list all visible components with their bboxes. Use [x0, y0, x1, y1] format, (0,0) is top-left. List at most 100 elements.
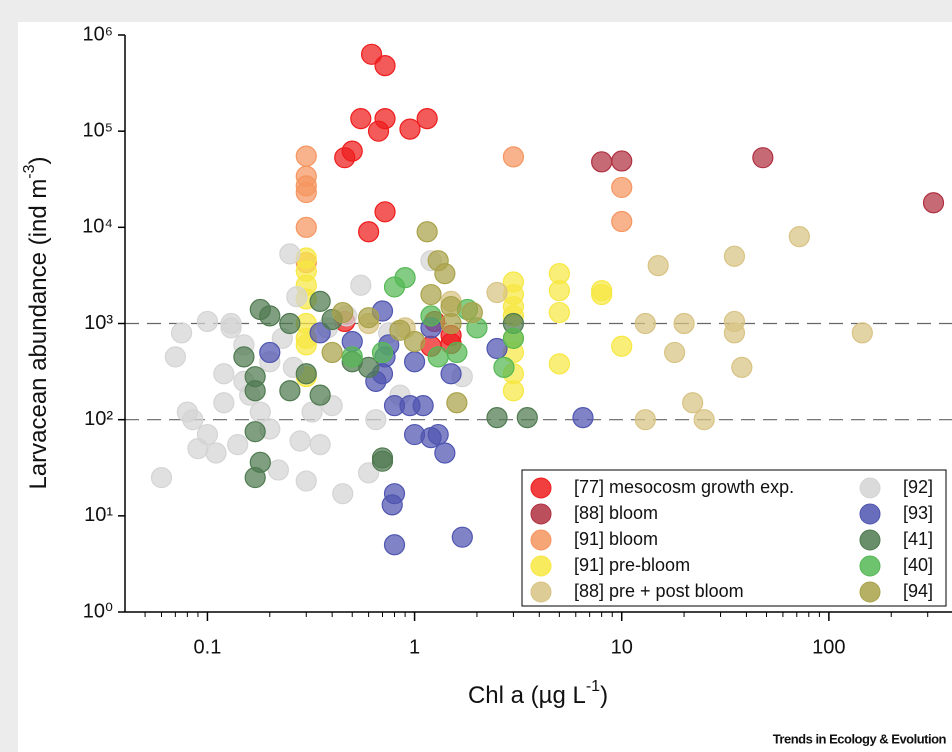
point	[723, 322, 746, 344]
point	[634, 409, 656, 431]
point	[371, 341, 394, 364]
legend-label: [92]	[903, 477, 933, 497]
point	[196, 310, 219, 333]
point	[227, 434, 249, 456]
point	[416, 221, 438, 243]
point	[295, 216, 317, 238]
point	[358, 462, 380, 484]
point	[295, 181, 317, 204]
point	[367, 120, 390, 142]
point	[259, 305, 281, 327]
point	[693, 409, 715, 431]
plot-area	[125, 43, 952, 556]
point	[321, 341, 343, 364]
point	[486, 407, 508, 429]
legend-label: [91] pre-bloom	[574, 555, 690, 575]
point	[502, 380, 525, 402]
point	[289, 430, 311, 452]
y-tick-label: 10³	[84, 312, 113, 334]
point	[279, 312, 301, 335]
point	[309, 290, 331, 312]
point	[309, 384, 331, 406]
point	[788, 226, 810, 248]
legend-label: [40]	[903, 555, 933, 575]
x-label-text: Chl a (µg L	[468, 682, 586, 709]
point	[731, 356, 753, 378]
point	[548, 279, 570, 302]
legend-marker	[859, 503, 881, 525]
legend-marker	[859, 581, 881, 603]
point	[233, 346, 255, 368]
point	[723, 245, 746, 267]
point	[170, 322, 193, 344]
point	[461, 301, 483, 324]
point	[295, 145, 317, 167]
point	[502, 146, 525, 168]
point	[752, 147, 774, 169]
legend-label: [91] bloom	[574, 529, 658, 549]
point	[279, 243, 301, 265]
point	[399, 118, 421, 140]
point	[309, 322, 331, 344]
point	[374, 201, 396, 223]
point	[446, 392, 468, 414]
point	[381, 494, 403, 516]
point	[295, 363, 317, 385]
point	[486, 281, 508, 304]
footer: Trends in Ecology & Evolution	[773, 731, 947, 746]
point	[182, 409, 204, 431]
panel	[18, 22, 952, 752]
point	[150, 466, 173, 489]
point	[434, 442, 456, 464]
y-tick-label: 10¹	[84, 504, 113, 526]
point	[383, 534, 406, 556]
legend-label: [88] bloom	[574, 503, 658, 523]
point	[295, 334, 317, 356]
point	[213, 363, 235, 385]
point	[548, 301, 570, 324]
point	[634, 312, 656, 335]
point	[611, 210, 633, 233]
point	[205, 442, 227, 464]
point	[611, 176, 633, 199]
point	[279, 380, 301, 402]
legend-label: [94]	[903, 581, 933, 601]
x-label-sup: -1	[586, 678, 600, 695]
x-tick-label: 0.1	[194, 636, 222, 658]
legend-label: [77] mesocosm growth exp.	[574, 477, 794, 497]
point	[516, 407, 538, 429]
point	[434, 263, 456, 285]
point	[365, 409, 387, 431]
legend-marker	[530, 503, 552, 525]
y-tick-label: 10⁶	[83, 23, 113, 45]
point	[309, 434, 331, 456]
y-label-text: Larvacean abundance (ind m	[25, 179, 52, 490]
x-axis-label: Chl a (µg L-1)	[468, 678, 608, 709]
point	[350, 274, 372, 296]
legend-marker	[530, 555, 552, 577]
legend-marker	[530, 529, 552, 551]
point	[412, 395, 434, 417]
point	[374, 55, 396, 77]
point	[673, 312, 695, 335]
point	[440, 312, 462, 335]
point	[420, 283, 442, 306]
legend-marker	[859, 555, 881, 577]
x-label-end: )	[600, 682, 608, 709]
point	[548, 353, 570, 375]
legend-label: [88] pre + post bloom	[574, 581, 744, 601]
point	[196, 423, 219, 446]
point	[213, 392, 235, 414]
point	[403, 423, 426, 446]
point	[358, 307, 380, 329]
point	[591, 283, 613, 306]
legend-marker	[859, 477, 881, 499]
y-axis-label: Larvacean abundance (ind m-3)	[21, 156, 52, 489]
point	[922, 192, 945, 214]
point	[493, 356, 515, 378]
legend-label: [93]	[903, 503, 933, 523]
point	[451, 526, 473, 548]
point	[332, 301, 354, 324]
point	[220, 312, 242, 335]
